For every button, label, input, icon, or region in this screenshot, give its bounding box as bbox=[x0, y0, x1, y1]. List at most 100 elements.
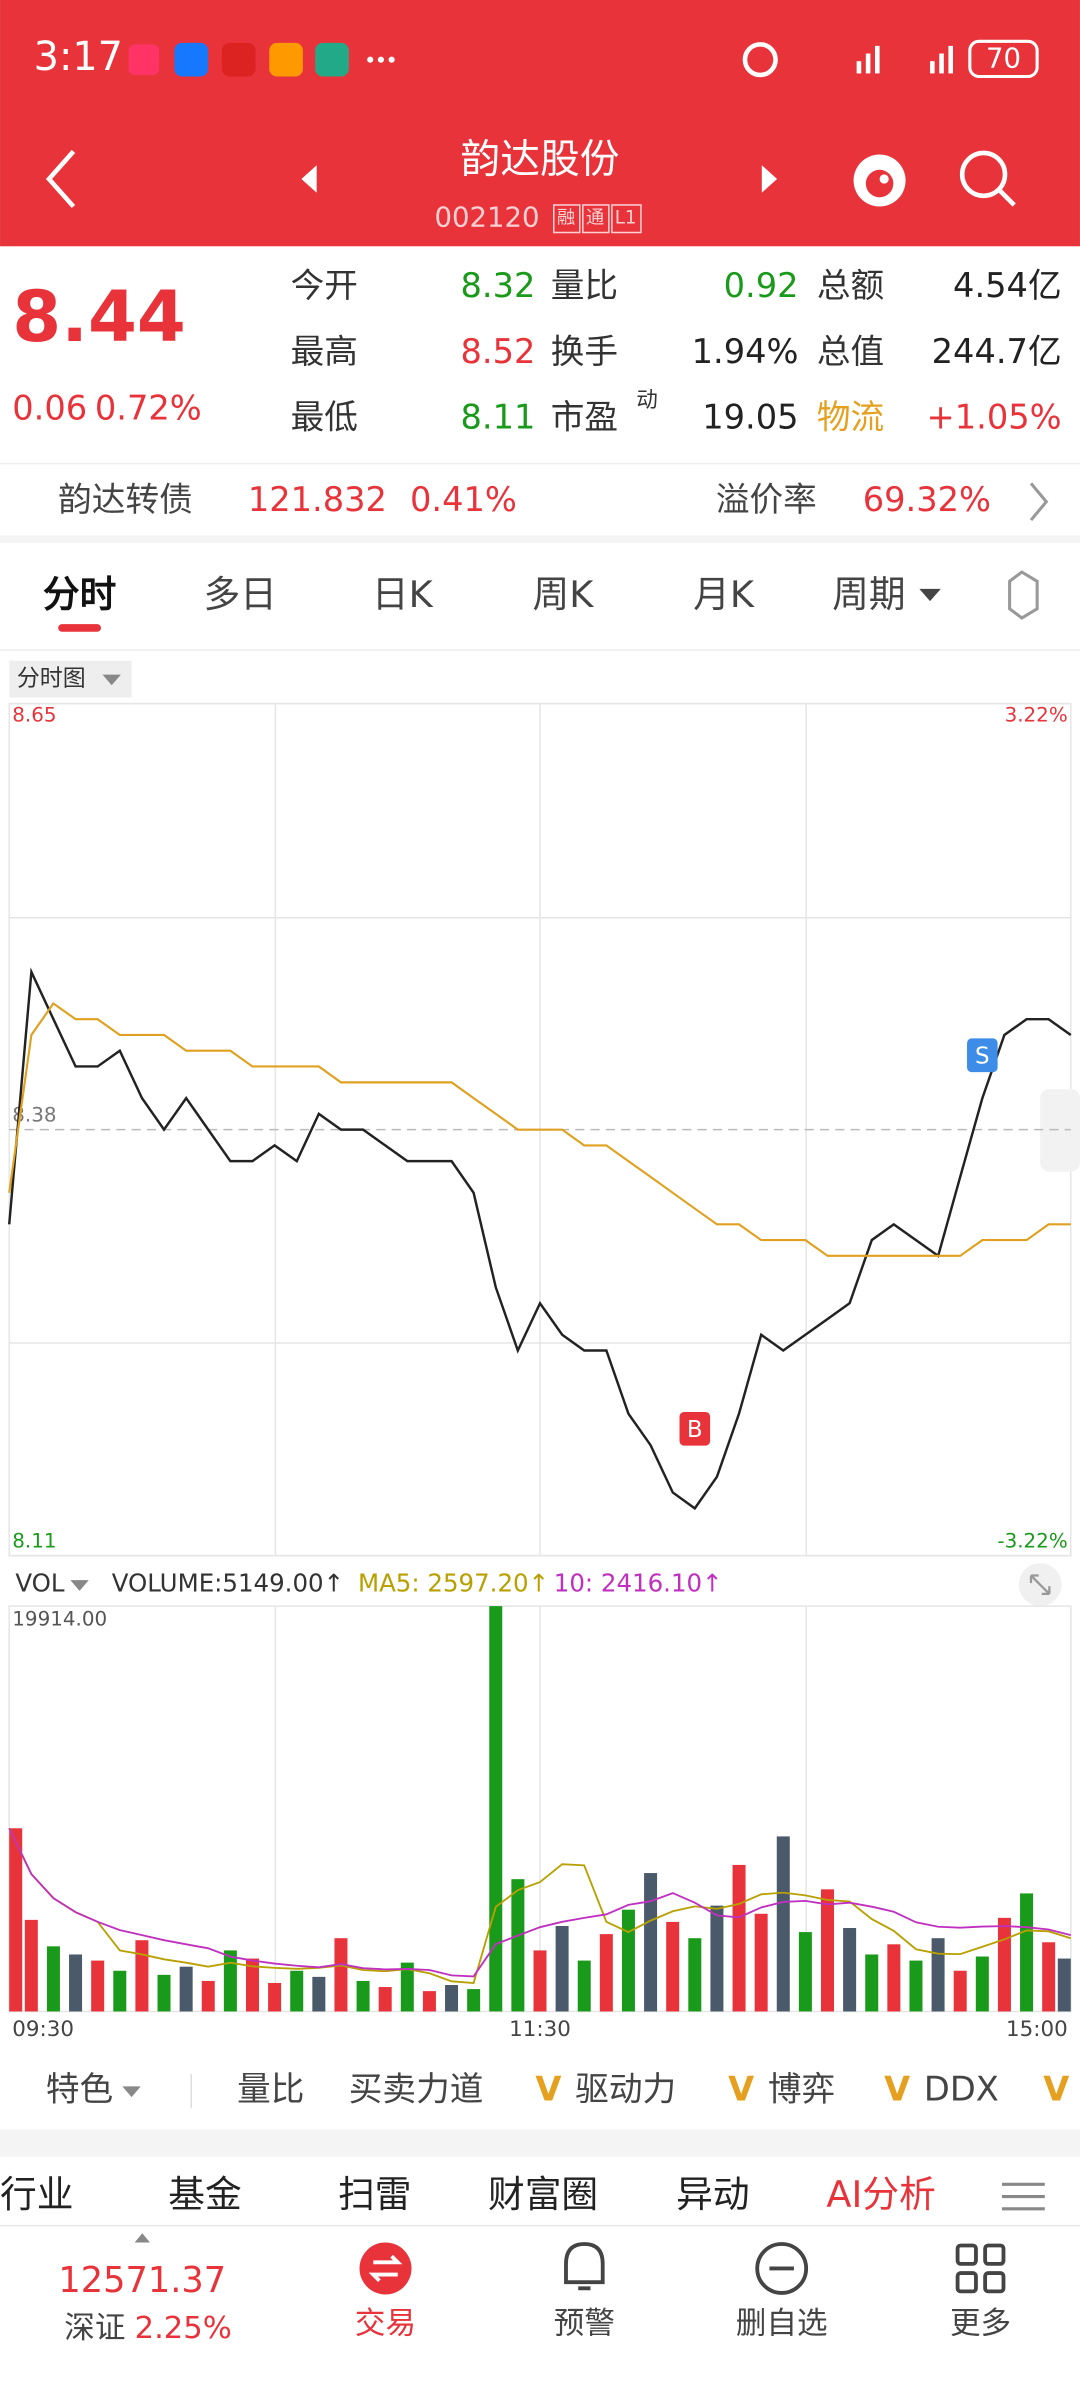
price-change-pct: 0.72% bbox=[95, 388, 202, 427]
toolbar-item[interactable]: DDX bbox=[924, 2070, 999, 2109]
volume-bar bbox=[644, 1873, 658, 2012]
volume-bar bbox=[953, 1970, 967, 2012]
volume-bar bbox=[909, 1960, 923, 2012]
volume-bar bbox=[135, 1940, 149, 2012]
y-tick-label: 8.11 bbox=[12, 1529, 56, 1552]
tab[interactable]: 分时 bbox=[43, 573, 116, 616]
search-icon[interactable] bbox=[997, 188, 1016, 207]
badge bbox=[611, 204, 642, 234]
volume-bar bbox=[511, 1879, 525, 2012]
ma-line bbox=[8, 1827, 1072, 1978]
index-change: 2.25% bbox=[135, 2311, 232, 2346]
tab[interactable]: 周期 bbox=[832, 573, 905, 616]
dropdown-arrow bbox=[122, 2086, 141, 2098]
stat-value: 244.7亿 bbox=[932, 332, 1062, 371]
volume-label[interactable]: VOL bbox=[15, 1569, 65, 1598]
stat-value: 8.52 bbox=[461, 332, 536, 371]
nav-item[interactable]: 基金 bbox=[168, 2173, 241, 2216]
divider bbox=[0, 2129, 1080, 2157]
nav-item[interactable]: 行业 bbox=[0, 2173, 73, 2216]
volume-bar bbox=[975, 1956, 989, 2012]
y-tick-label: 19914.00 bbox=[12, 1607, 107, 1630]
status-icon bbox=[128, 44, 160, 75]
toolbar-prefix: V bbox=[728, 2070, 754, 2109]
index-value[interactable]: 12571.37 bbox=[58, 2260, 226, 2301]
volume-bar bbox=[555, 1925, 569, 2012]
bottom-button[interactable]: 更多 bbox=[950, 2307, 1011, 2342]
more-icon[interactable] bbox=[955, 2243, 1006, 2294]
volume-bar bbox=[467, 1989, 481, 2012]
tab[interactable]: 月K bbox=[693, 573, 755, 616]
toolbar-item[interactable]: 驱动力 bbox=[575, 2070, 676, 2109]
status-time: 3:17 bbox=[34, 34, 123, 80]
y2-tick-label: -3.22% bbox=[997, 1529, 1067, 1552]
tab-indicator bbox=[58, 624, 101, 632]
search-icon[interactable] bbox=[959, 150, 1008, 199]
stat-label: 最低 bbox=[291, 398, 358, 437]
robot-icon[interactable] bbox=[853, 154, 906, 207]
remove-icon[interactable] bbox=[755, 2242, 809, 2295]
volume-bar bbox=[91, 1960, 105, 2012]
volume-bar bbox=[245, 1958, 259, 2012]
bottom-button[interactable]: 交易 bbox=[355, 2307, 416, 2342]
status-icon bbox=[315, 42, 349, 77]
nav-item[interactable]: 财富圈 bbox=[488, 2173, 598, 2216]
tab[interactable]: 日K bbox=[372, 573, 434, 616]
divider bbox=[0, 535, 1080, 544]
settings-icon[interactable] bbox=[1008, 570, 1039, 620]
stock-name: 韵达股份 bbox=[460, 137, 619, 183]
index-name: 深证 bbox=[64, 2311, 125, 2346]
bottom-button[interactable]: 预警 bbox=[554, 2307, 615, 2342]
toolbar-item[interactable]: 买卖力道 bbox=[349, 2070, 484, 2109]
stat-label: 量比 bbox=[551, 266, 618, 305]
volume-bar bbox=[821, 1889, 835, 2012]
status-icon bbox=[174, 42, 209, 77]
volume-bar bbox=[865, 1954, 879, 2012]
badge-text: 通 bbox=[586, 208, 604, 229]
bottom-button[interactable]: 删自选 bbox=[736, 2307, 828, 2342]
toolbar-prefix: V bbox=[884, 2070, 910, 2109]
status-dot bbox=[377, 56, 384, 63]
dropdown-arrow bbox=[70, 1580, 89, 1591]
ma-line bbox=[8, 1827, 1072, 1984]
price-change: 0.06 bbox=[12, 388, 87, 427]
toolbar bbox=[0, 2049, 1080, 2130]
trade-icon[interactable] bbox=[359, 2242, 412, 2295]
back-button[interactable] bbox=[45, 149, 76, 209]
volume-bar bbox=[378, 1987, 392, 2012]
trade-marker bbox=[679, 1411, 711, 1446]
nav-item[interactable]: 异动 bbox=[676, 2173, 749, 2216]
toolbar-item[interactable]: 量比 bbox=[237, 2070, 304, 2109]
premium-label: 溢价率 bbox=[716, 480, 817, 519]
volume-bar bbox=[179, 1966, 193, 2012]
volume-bar bbox=[931, 1938, 945, 2012]
volume-bar bbox=[9, 1828, 23, 2012]
volume-bar bbox=[599, 1934, 613, 2012]
volume-bar bbox=[400, 1962, 414, 2012]
volume-bar bbox=[201, 1980, 215, 2012]
legend-entry: MA5: 2597.20↑ bbox=[358, 1569, 549, 1598]
dropdown-arrow bbox=[102, 674, 121, 686]
volume-bar bbox=[533, 1950, 547, 2012]
volume-bar bbox=[356, 1980, 370, 2012]
volume-bar bbox=[489, 1606, 503, 2012]
badge bbox=[582, 204, 610, 234]
prev-stock[interactable] bbox=[301, 165, 317, 193]
bond-row[interactable]: 韵达转债 121.832 0.41% 溢价率 69.32% bbox=[58, 480, 1049, 522]
menu-icon[interactable] bbox=[1001, 2182, 1045, 2211]
volume-bar bbox=[268, 1982, 282, 2012]
toolbar-item[interactable]: 博弈 bbox=[768, 2070, 835, 2109]
toolbar-item[interactable]: 特色 bbox=[46, 2070, 113, 2109]
trade-icon bbox=[368, 2254, 403, 2283]
alert-icon[interactable] bbox=[564, 2242, 605, 2291]
sector-label[interactable]: 物流 bbox=[817, 398, 884, 437]
nav-item[interactable]: 扫雷 bbox=[338, 2173, 411, 2216]
status-signal bbox=[742, 42, 954, 78]
next-stock[interactable] bbox=[761, 165, 778, 193]
volume-bar bbox=[997, 1917, 1011, 2012]
tab[interactable]: 周K bbox=[533, 573, 595, 616]
stat-value: 4.54亿 bbox=[953, 266, 1062, 305]
tab[interactable]: 多日 bbox=[203, 573, 276, 616]
nav-item[interactable]: AI分析 bbox=[826, 2173, 935, 2216]
side-handle[interactable] bbox=[1040, 1089, 1080, 1172]
